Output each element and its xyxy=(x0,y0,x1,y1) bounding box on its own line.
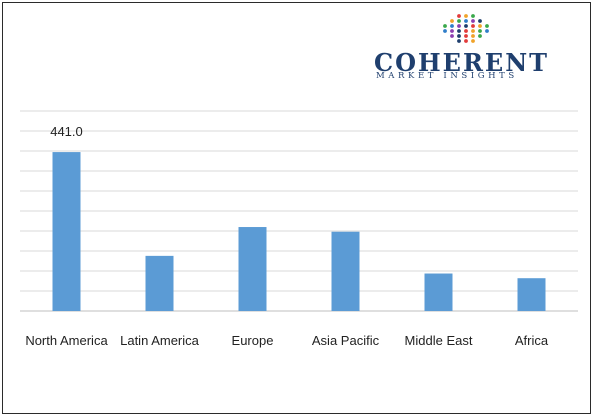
logo-dot xyxy=(464,19,468,23)
logo-dot xyxy=(457,29,461,33)
logo-dot xyxy=(471,29,475,33)
logo-dot xyxy=(450,19,454,23)
logo-dot xyxy=(464,24,468,28)
logo-dot xyxy=(457,34,461,38)
bar-middle-east xyxy=(424,273,453,311)
logo-dot xyxy=(457,39,461,43)
logo-dot xyxy=(478,29,482,33)
logo-dot xyxy=(464,29,468,33)
category-label: North America xyxy=(25,333,108,348)
logo-dot xyxy=(443,24,447,28)
logo-dot xyxy=(464,14,468,18)
logo-globe-icon xyxy=(443,14,489,43)
logo-dot xyxy=(471,19,475,23)
logo-dot xyxy=(478,19,482,23)
category-label: Asia Pacific xyxy=(312,333,380,348)
coherent-logo: COHERENT MARKET INSIGHTS xyxy=(370,12,570,82)
logo-dot xyxy=(471,39,475,43)
logo-dot xyxy=(443,29,447,33)
logo-dot xyxy=(471,14,475,18)
data-label: 441.0 xyxy=(50,124,83,139)
category-label: Europe xyxy=(232,333,274,348)
logo-dot xyxy=(450,29,454,33)
gridlines xyxy=(20,110,578,312)
logo-dot xyxy=(450,24,454,28)
logo-dot xyxy=(464,39,468,43)
logo-dot xyxy=(457,14,461,18)
logo-dot xyxy=(457,24,461,28)
logo-dot xyxy=(485,24,489,28)
bars xyxy=(52,152,546,311)
logo-dot xyxy=(464,34,468,38)
logo-dot xyxy=(478,34,482,38)
logo-dot xyxy=(450,34,454,38)
logo-dot xyxy=(471,34,475,38)
bar-asia-pacific xyxy=(331,231,360,311)
bar-north-america xyxy=(52,152,81,311)
category-label: Africa xyxy=(515,333,549,348)
bar-latin-america xyxy=(145,255,174,311)
logo-dot xyxy=(457,19,461,23)
bar-europe xyxy=(238,227,267,311)
bar-africa xyxy=(517,278,546,311)
category-label: Middle East xyxy=(405,333,473,348)
category-labels: North America Latin America Europe Asia Pac… xyxy=(25,333,549,348)
logo-tagline-text: MARKET INSIGHTS xyxy=(376,71,518,81)
logo-dot xyxy=(485,29,489,33)
category-label: Latin America xyxy=(120,333,200,348)
logo-dot xyxy=(478,24,482,28)
chart-frame xyxy=(2,2,591,414)
logo-dot xyxy=(471,24,475,28)
data-labels: 441.0 xyxy=(50,124,83,139)
logo-brand-text: COHERENT xyxy=(374,48,550,77)
